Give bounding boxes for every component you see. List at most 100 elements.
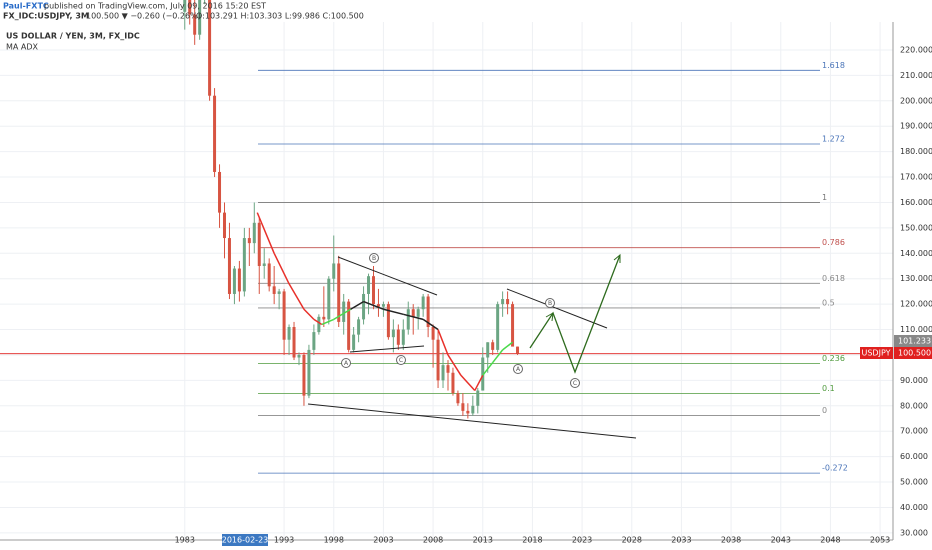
candle-body — [371, 276, 375, 305]
symbol-tag: USDJPY — [862, 349, 891, 358]
author[interactable]: Paul-FXTC — [3, 2, 49, 11]
ma-segment — [502, 341, 514, 351]
wave-label: B — [548, 300, 552, 307]
y-tick-label: 140.000 — [900, 249, 932, 258]
candle-body — [357, 319, 361, 335]
fib-ratio: 0.786 — [822, 238, 845, 247]
ma-segment — [350, 300, 364, 310]
candle-body — [267, 263, 271, 287]
drawings — [307, 253, 637, 439]
quote: 100.500 ▼ −0.260 (−0.26%) — [86, 12, 201, 21]
ma-segment — [303, 308, 315, 320]
candle-body — [352, 334, 356, 350]
x-tick-label: 2008 — [423, 536, 443, 545]
candle-body — [188, 0, 192, 15]
ma-segment — [288, 283, 305, 310]
trend-line — [307, 403, 637, 439]
fib-ratio: 0.618 — [822, 274, 845, 283]
candle-body — [237, 268, 241, 292]
candle-body — [421, 296, 425, 310]
fib-ratio: 1 — [822, 193, 827, 202]
ma-segment — [363, 300, 384, 310]
wave-label: A — [516, 366, 521, 373]
candle-body — [451, 372, 455, 394]
x-tick-label: 1998 — [324, 536, 344, 545]
y-tick-label: 110.000 — [900, 325, 932, 334]
published: published on TradingView.com, July 09, 2… — [44, 2, 266, 11]
price-label: 101.233 — [898, 337, 931, 346]
candle-body — [431, 327, 435, 340]
wave-circle — [369, 253, 379, 263]
y-tick-label: 170.000 — [900, 173, 932, 182]
candle-body — [232, 268, 236, 294]
candle-body — [292, 327, 296, 358]
projection-arrow — [529, 254, 621, 374]
ma-segment — [482, 362, 494, 376]
candle-body — [257, 222, 261, 267]
legend-indicator: MA ADX — [6, 43, 39, 52]
y-tick-label: 30.000 — [900, 528, 928, 537]
trend-line — [337, 256, 438, 296]
trend-line — [349, 345, 425, 353]
candle-body — [491, 342, 495, 350]
candle-body — [406, 309, 410, 330]
wave-circle — [396, 355, 406, 365]
candle-body — [486, 342, 490, 358]
y-tick-label: 180.000 — [900, 147, 932, 156]
ohlc: O:103.291 H:103.303 L:99.986 C:100.500 — [196, 12, 364, 21]
fib-ratio: 1.618 — [822, 61, 845, 70]
candle-body — [282, 291, 286, 340]
ma-segment — [403, 313, 424, 321]
wave-label: C — [399, 357, 403, 364]
candle-body — [347, 301, 351, 350]
crosshair-date: 2016-02-23 — [222, 536, 269, 545]
candle-body — [312, 332, 316, 350]
candle-body — [456, 393, 460, 404]
candle-body — [277, 291, 281, 294]
y-tick-label: 40.000 — [900, 503, 928, 512]
candle-body — [476, 390, 480, 406]
candle-body — [396, 329, 400, 345]
candle-body — [391, 329, 395, 338]
candle-body — [183, 0, 187, 12]
ma-segment — [321, 318, 335, 326]
x-tick-label: 1993 — [274, 536, 294, 545]
y-tick-label: 50.000 — [900, 478, 928, 487]
candle-body — [272, 286, 276, 294]
x-tick-label: 2028 — [622, 536, 642, 545]
x-tick-label: 2053 — [870, 536, 890, 545]
candle-body — [506, 299, 510, 305]
candle-body — [342, 301, 346, 322]
candle-body — [307, 349, 311, 396]
candle-body — [367, 276, 371, 294]
ma-segment — [273, 252, 290, 285]
candle-body — [322, 316, 326, 320]
wave-label: A — [344, 360, 349, 367]
candle-body — [376, 304, 380, 307]
candle-body — [227, 238, 231, 294]
candle-body — [337, 263, 341, 322]
candle-body — [317, 316, 321, 333]
ma-segment — [474, 374, 484, 391]
candle-body — [362, 293, 366, 320]
fib-ratio: 0 — [822, 406, 827, 415]
ma-segment — [460, 374, 476, 392]
wave-circle — [341, 358, 351, 368]
ma-segment — [447, 354, 462, 376]
candle-body — [501, 299, 505, 305]
ma-segment — [437, 329, 449, 356]
y-tick-label: 120.000 — [900, 300, 932, 309]
arrow-head — [545, 312, 554, 322]
fib-ratio: 1.272 — [822, 135, 845, 144]
x-tick-label: 2023 — [572, 536, 592, 545]
wave-label: B — [372, 255, 376, 262]
wave-label: C — [573, 380, 577, 387]
y-tick-label: 200.000 — [900, 96, 932, 105]
fib-ratio: 0.236 — [822, 354, 845, 363]
candle-body — [213, 95, 217, 172]
x-tick-label: 2018 — [522, 536, 542, 545]
price-label-box — [894, 347, 932, 359]
candle-body — [327, 278, 331, 320]
candle-body — [446, 365, 450, 373]
